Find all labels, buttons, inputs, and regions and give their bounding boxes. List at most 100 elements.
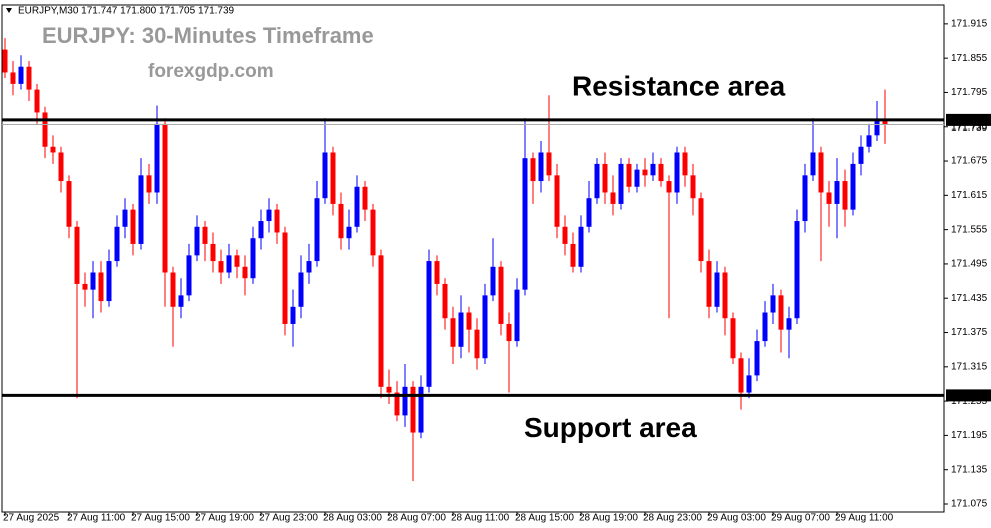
x-tick-label: 29 Aug 07:00 <box>771 513 830 524</box>
candle-body <box>290 306 296 324</box>
candle-body <box>266 209 272 222</box>
candle-body <box>274 209 280 233</box>
candle-body <box>2 49 8 73</box>
candle-body <box>434 261 440 284</box>
y-tick-label: 171.135 <box>951 464 988 475</box>
candle-body <box>90 272 96 290</box>
y-tick-label: 171.375 <box>951 327 988 338</box>
x-tick-label: 29 Aug 03:00 <box>707 513 766 524</box>
candle-body <box>586 198 592 227</box>
y-tick-label: 171.555 <box>951 224 988 235</box>
candle-body <box>338 203 344 239</box>
chart-title: EURJPY: 30-Minutes Timeframe <box>42 23 374 48</box>
bid-label: 171.739 <box>951 123 988 134</box>
candle-body <box>26 66 32 90</box>
candle-body <box>818 152 824 193</box>
candle-body <box>402 386 408 416</box>
candle-body <box>794 221 800 319</box>
candle-body <box>458 312 464 347</box>
candle-body <box>242 266 248 279</box>
candle-body <box>722 272 728 319</box>
x-tick-label: 28 Aug 07:00 <box>387 513 446 524</box>
candle-body <box>234 255 240 267</box>
candle-body <box>626 163 632 187</box>
x-tick-label: 27 Aug 19:00 <box>195 513 254 524</box>
level-price-box <box>946 389 991 402</box>
candle-body <box>762 312 768 342</box>
candle-body <box>522 158 528 290</box>
level-price-label: 171.747 <box>951 115 988 126</box>
candle-body <box>874 119 880 136</box>
candle-body <box>106 261 112 302</box>
candle-body <box>354 186 360 227</box>
candle-body <box>210 243 216 262</box>
candle-body <box>730 318 736 359</box>
candle-body <box>114 226 120 262</box>
candle-body <box>578 226 584 267</box>
level-price-box <box>946 113 991 126</box>
candle-body <box>674 152 680 193</box>
candle-body <box>130 209 136 244</box>
x-tick-label: 27 Aug 23:00 <box>259 513 318 524</box>
y-tick-label: 171.435 <box>951 293 988 304</box>
candle-body <box>698 198 704 262</box>
candle-body <box>154 123 160 193</box>
chart-header: EURJPY,M30 171.747 171.800 171.705 171.7… <box>18 6 235 17</box>
y-tick-label: 171.075 <box>951 499 988 510</box>
level-annotation: Resistance area <box>572 70 786 101</box>
x-tick-label: 27 Aug 15:00 <box>131 513 190 524</box>
x-tick-label: 28 Aug 15:00 <box>515 513 574 524</box>
candle-body <box>594 163 600 199</box>
candle-body <box>482 295 488 359</box>
candle-body <box>474 329 480 359</box>
candle-body <box>394 392 400 416</box>
candle-body <box>18 66 24 84</box>
y-tick-label: 171.795 <box>951 87 988 98</box>
candle-body <box>66 181 72 227</box>
level-annotation: Support area <box>524 412 697 443</box>
x-tick-label: 29 Aug 11:00 <box>835 513 894 524</box>
candle-body <box>562 226 568 244</box>
candle-body <box>746 375 752 393</box>
y-tick-label: 171.495 <box>951 259 988 270</box>
candle-body <box>682 152 688 176</box>
candle-body <box>34 89 40 113</box>
candle-body <box>82 283 88 290</box>
candle-body <box>650 163 656 176</box>
candle-body <box>346 226 352 239</box>
candle-body <box>386 386 392 393</box>
candle-body <box>858 146 864 164</box>
candle-body <box>218 261 224 273</box>
candle-body <box>258 221 264 239</box>
candle-body <box>42 112 48 147</box>
candle-body <box>770 295 776 313</box>
candle-body <box>538 152 544 182</box>
candle-body <box>602 163 608 193</box>
candle-body <box>370 209 376 256</box>
candle-body <box>162 123 168 273</box>
candle-body <box>810 152 816 176</box>
candle-body <box>570 243 576 267</box>
candle-body <box>298 272 304 307</box>
candle-body <box>410 386 416 433</box>
candle-body <box>826 192 832 204</box>
candle-body <box>834 181 840 204</box>
candle-body <box>362 186 368 210</box>
y-tick-label: 171.315 <box>951 361 988 372</box>
candle-body <box>442 283 448 319</box>
candle-body <box>50 146 56 153</box>
candle-body <box>490 266 496 296</box>
y-tick-label: 171.675 <box>951 156 988 167</box>
y-tick-label: 171.915 <box>951 19 988 30</box>
candle-body <box>506 323 512 342</box>
candle-body <box>250 238 256 279</box>
y-tick-label: 171.195 <box>951 430 988 441</box>
candle-body <box>714 272 720 307</box>
candle-body <box>802 175 808 222</box>
candle-body <box>706 261 712 307</box>
candle-body <box>618 163 624 204</box>
candle-body <box>690 175 696 199</box>
candle-body <box>554 175 560 227</box>
candle-body <box>314 198 320 262</box>
y-tick-label: 171.615 <box>951 190 988 201</box>
